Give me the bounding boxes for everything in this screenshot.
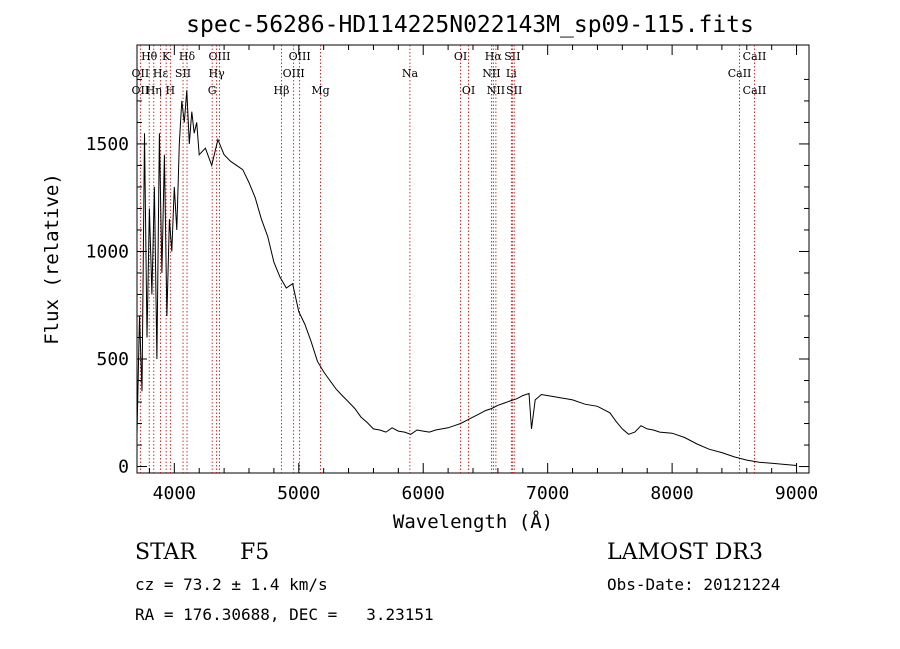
line-marker-label: Hδ [179, 50, 196, 63]
line-marker-label: NII [487, 84, 505, 97]
line-marker-label: G [208, 84, 217, 97]
object-class: STAR [135, 540, 197, 565]
emission-line-markers: Hθ OII OII K Hε Hη Hδ SII H OIII Hγ G Hβ OIII OIII Mg Na… [132, 45, 767, 473]
line-marker-label: OII [132, 84, 150, 97]
y-tick-label: 0 [118, 457, 129, 478]
spectral-subclass: F5 [240, 540, 269, 565]
line-marker-label: H [166, 84, 176, 97]
x-axis-ticks: 4000 5000 6000 7000 8000 9000 [148, 45, 818, 504]
x-axis-label: Wavelength (Å) [393, 510, 553, 533]
line-marker-label: Hβ [274, 84, 290, 97]
line-marker-label: K [162, 50, 171, 63]
y-axis-label: Flux (relative) [41, 173, 63, 345]
x-tick-label: 5000 [277, 483, 320, 504]
coordinates: RA = 176.30688, DEC = 3.23151 [135, 605, 434, 624]
x-tick-label: 9000 [775, 483, 818, 504]
line-marker-label: CaII [743, 50, 767, 63]
obs-date: Obs-Date: 20121224 [607, 575, 780, 594]
x-tick-label: 6000 [402, 483, 445, 504]
line-marker-label: Hη [146, 84, 162, 97]
redshift-cz: cz = 73.2 ± 1.4 km/s [135, 575, 328, 594]
y-tick-label: 1500 [86, 134, 129, 155]
line-marker-label: OIII [289, 50, 311, 63]
line-marker-label: Hα [485, 50, 503, 63]
line-marker-label: OI [454, 50, 467, 63]
line-marker-label: Na [402, 67, 419, 80]
spectrum-line [136, 90, 797, 466]
survey-name: LAMOST DR3 [607, 540, 763, 565]
line-marker-label: Hγ [209, 67, 226, 80]
x-tick-label: 4000 [153, 483, 196, 504]
x-tick-label: 8000 [650, 483, 693, 504]
chart-title: spec-56286-HD114225N022143M_sp09-115.fit… [186, 12, 754, 38]
line-marker-label: NII [482, 67, 500, 80]
line-marker-label: Li [506, 67, 517, 80]
line-marker-label: OIII [208, 50, 230, 63]
line-marker-label: OII [132, 67, 150, 80]
y-tick-label: 1000 [86, 241, 129, 262]
line-marker-label: SII [175, 67, 191, 80]
line-marker-label: SII [506, 84, 522, 97]
x-tick-label: 7000 [526, 483, 569, 504]
line-marker-label: CaII [743, 84, 767, 97]
line-marker-label: CaII [728, 67, 752, 80]
line-marker-label: Hε [153, 67, 169, 80]
line-marker-label: Mg [311, 84, 329, 97]
line-marker-label: Hθ [141, 50, 158, 63]
line-marker-label: SII [504, 50, 520, 63]
line-marker-label: OI [462, 84, 475, 97]
plot-frame [136, 44, 810, 474]
line-marker-label: OIII [283, 67, 305, 80]
y-tick-label: 500 [96, 349, 129, 370]
y-axis-ticks: 0 500 1000 1500 [86, 78, 809, 478]
